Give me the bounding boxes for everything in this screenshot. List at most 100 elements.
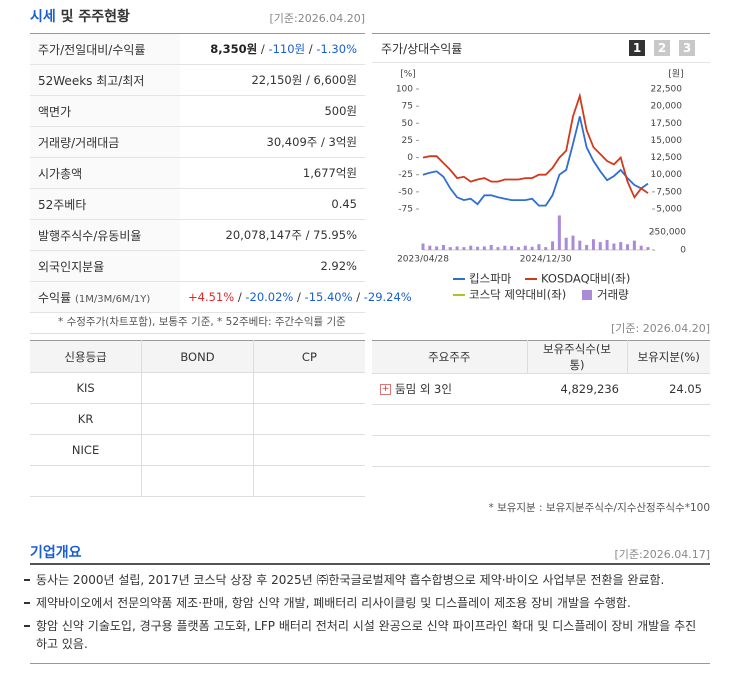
volume-bar — [510, 246, 514, 250]
series-line — [422, 92, 649, 200]
value-part: -15.40% — [304, 290, 353, 304]
volume-bar — [530, 246, 534, 250]
holder-note: * 보유지분 : 보유지분주식수/지수산정주식수*100 — [488, 502, 710, 514]
volume-bar — [489, 244, 493, 250]
quote-row: 발행주식수/유동비율 20,078,147주 / 75.95% — [30, 219, 365, 251]
y2-tick-label: 15,000 — [651, 136, 683, 146]
chart-button[interactable]: 3 — [679, 40, 695, 56]
label: 외국인지분율 — [38, 259, 105, 274]
divider — [30, 663, 710, 664]
volume-bar — [421, 243, 425, 250]
section-title: 시세 및 주주현황 — [30, 6, 130, 26]
chart-button[interactable]: 1 — [629, 40, 645, 56]
value-part: -20.02% — [245, 290, 294, 304]
volume-tick-label: 250,000 — [649, 228, 686, 238]
label: 주가/전일대비/수익률 — [38, 42, 146, 57]
value-part: / — [352, 290, 364, 304]
credit-row: KR — [30, 403, 365, 435]
volume-bar — [578, 240, 582, 250]
value-part: 20,078,147주 / 75.95% — [225, 228, 357, 242]
cell-text: 24.05 — [669, 382, 702, 396]
label: 거래량/거래대금 — [38, 135, 120, 150]
volume-bar — [476, 246, 480, 250]
y2-tick-label: 12,500 — [651, 153, 683, 163]
x-tick-label: 2024/12/30 — [520, 255, 572, 265]
cell — [627, 435, 710, 467]
volume-bar — [626, 244, 630, 250]
volume-bar — [496, 247, 500, 250]
y-tick-label: -50 — [398, 187, 413, 197]
row-value: 1,677억원 — [180, 157, 365, 189]
credit-row: NICE — [30, 434, 365, 466]
y2-tick-label: 22,500 — [651, 85, 683, 95]
y-unit: [%] — [400, 70, 416, 80]
row-value: 2.92% — [180, 250, 365, 282]
header-cell: BOND — [141, 340, 254, 373]
value-part: 2.92% — [320, 259, 357, 273]
quote-table: 주가/전일대비/수익률 8,350원 / -110원 / -1.30% 52Week… — [30, 33, 412, 313]
credit-row: KIS — [30, 372, 365, 404]
cell — [372, 404, 527, 436]
row-label: 주가/전일대비/수익률 — [30, 33, 180, 65]
sublabel: (1M/3M/6M/1Y) — [74, 293, 151, 305]
volume-bar — [448, 247, 452, 250]
cell — [372, 435, 527, 467]
volume-bar — [632, 240, 636, 250]
y2-tick-label: 17,500 — [651, 119, 683, 129]
header-cell: 신용등급 — [30, 340, 143, 373]
overview-title: 기업개요 — [30, 545, 82, 561]
value-part: -1.30% — [316, 42, 357, 56]
volume-bar — [619, 242, 623, 250]
quote-row: 거래량/거래대금 30,409주 / 3억원 — [30, 126, 365, 158]
cell-text: 둠밈 외 3인 — [395, 382, 452, 396]
overview-item: 동사는 2000년 설립, 2017년 코스닥 상장 후 2025년 ㈜한국글로… — [24, 571, 704, 589]
label: 52Weeks 최고/최저 — [38, 73, 145, 88]
empty-row — [372, 467, 710, 498]
volume-bar — [585, 244, 589, 250]
legend-label: KOSDAQ대비(좌) — [541, 272, 630, 286]
chart-title: 주가/상대수익률 — [381, 42, 463, 56]
cell — [141, 434, 254, 466]
overview-item: 제약바이오에서 전문의약품 제조·판매, 항암 신약 개발, 폐배터리 리사이클… — [24, 594, 704, 612]
volume-bar — [646, 247, 650, 250]
y2-tick-label: 7,500 — [656, 187, 682, 197]
row-value: 22,150원 / 6,600원 — [180, 64, 365, 96]
label: 시가총액 — [38, 166, 83, 181]
volume-bar — [428, 245, 432, 250]
header-cell: 주요주주 — [372, 340, 528, 374]
cell — [627, 467, 710, 498]
header-cell: 보유주식수(보통) — [526, 340, 628, 374]
cell — [141, 372, 254, 404]
expand-icon: + — [380, 384, 391, 395]
legend-label: 킵스파마 — [469, 272, 512, 286]
quote-row: 52Weeks 최고/최저 22,150원 / 6,600원 — [30, 64, 365, 96]
value-part: 30,409주 / 3억원 — [266, 135, 357, 149]
holder-date: [기준: 2026.04.20] — [610, 322, 710, 335]
y-tick-label: -75 — [398, 205, 413, 215]
cell — [527, 435, 627, 467]
chart-button[interactable]: 2 — [654, 40, 670, 56]
divider — [30, 563, 710, 565]
volume-tick-label: 0 — [680, 246, 686, 256]
row-label: 52Weeks 최고/최저 — [30, 64, 180, 96]
cell — [252, 372, 365, 404]
cell: NICE — [30, 434, 143, 466]
row-label: 발행주식수/유동비율 — [30, 219, 180, 251]
row-value: 500원 — [180, 95, 365, 127]
row-value: 20,078,147주 / 75.95% — [180, 219, 365, 251]
title-strong: 시세 — [30, 9, 56, 25]
volume-bar — [516, 247, 520, 250]
y-tick-label: 25 — [402, 136, 413, 146]
row-label: 수익률 (1M/3M/6M/1Y) — [30, 281, 180, 313]
cell — [252, 403, 365, 435]
row-label: 52주베타 — [30, 188, 180, 220]
row-label: 시가총액 — [30, 157, 180, 189]
y-tick-label: 50 — [402, 119, 414, 129]
volume-bar — [503, 245, 507, 250]
label: 52주베타 — [38, 197, 87, 212]
overview-date: [기준:2026.04.17] — [614, 548, 710, 561]
y2-tick-label: 20,000 — [651, 102, 683, 112]
cell — [252, 434, 365, 466]
